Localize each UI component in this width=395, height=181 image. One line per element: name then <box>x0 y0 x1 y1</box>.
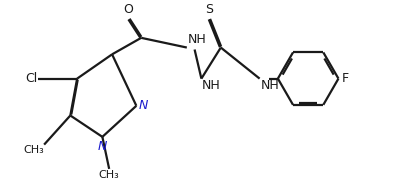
Text: N: N <box>139 99 148 112</box>
Text: Cl: Cl <box>25 72 38 85</box>
Text: NH: NH <box>202 79 221 92</box>
Text: N: N <box>98 140 107 153</box>
Text: NH: NH <box>260 79 279 92</box>
Text: S: S <box>205 3 213 16</box>
Text: CH₃: CH₃ <box>99 170 120 180</box>
Text: O: O <box>124 3 134 16</box>
Text: F: F <box>342 72 349 85</box>
Text: NH: NH <box>188 33 206 46</box>
Text: CH₃: CH₃ <box>23 145 44 155</box>
